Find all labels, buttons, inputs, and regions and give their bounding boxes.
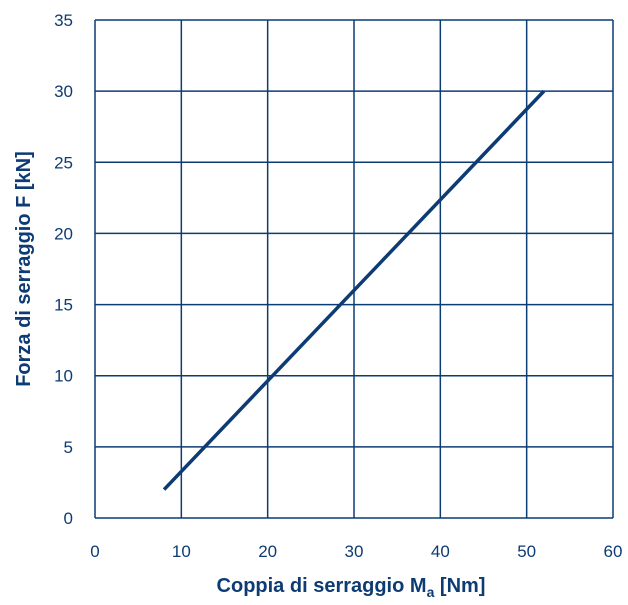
y-tick-label: 0	[64, 509, 73, 528]
y-tick-label: 30	[54, 82, 73, 101]
series-layer	[162, 89, 546, 491]
x-tick-label: 0	[90, 542, 99, 561]
y-axis-title: Forza di serraggio F [kN]	[13, 151, 35, 387]
y-tick-label: 35	[54, 11, 73, 30]
y-tick-label: 25	[54, 153, 73, 172]
x-tick-label: 40	[431, 542, 450, 561]
x-tick-label: 10	[172, 542, 191, 561]
x-tick-label: 20	[258, 542, 277, 561]
grid	[94, 19, 614, 519]
x-axis-title: Coppia di serraggio Ma [Nm]	[217, 575, 486, 600]
series-line-0	[162, 89, 546, 491]
x-tick-labels: 0 10 20 30 40 50 60	[90, 542, 622, 561]
x-tick-label: 30	[345, 542, 364, 561]
x-tick-label: 50	[517, 542, 536, 561]
y-tick-label: 20	[54, 224, 73, 243]
y-tick-label: 10	[54, 367, 73, 386]
y-tick-label: 5	[64, 438, 73, 457]
y-tick-labels: 0 5 10 15 20 25 30 35	[54, 11, 73, 528]
x-tick-label: 60	[604, 542, 623, 561]
y-tick-label: 15	[54, 296, 73, 315]
